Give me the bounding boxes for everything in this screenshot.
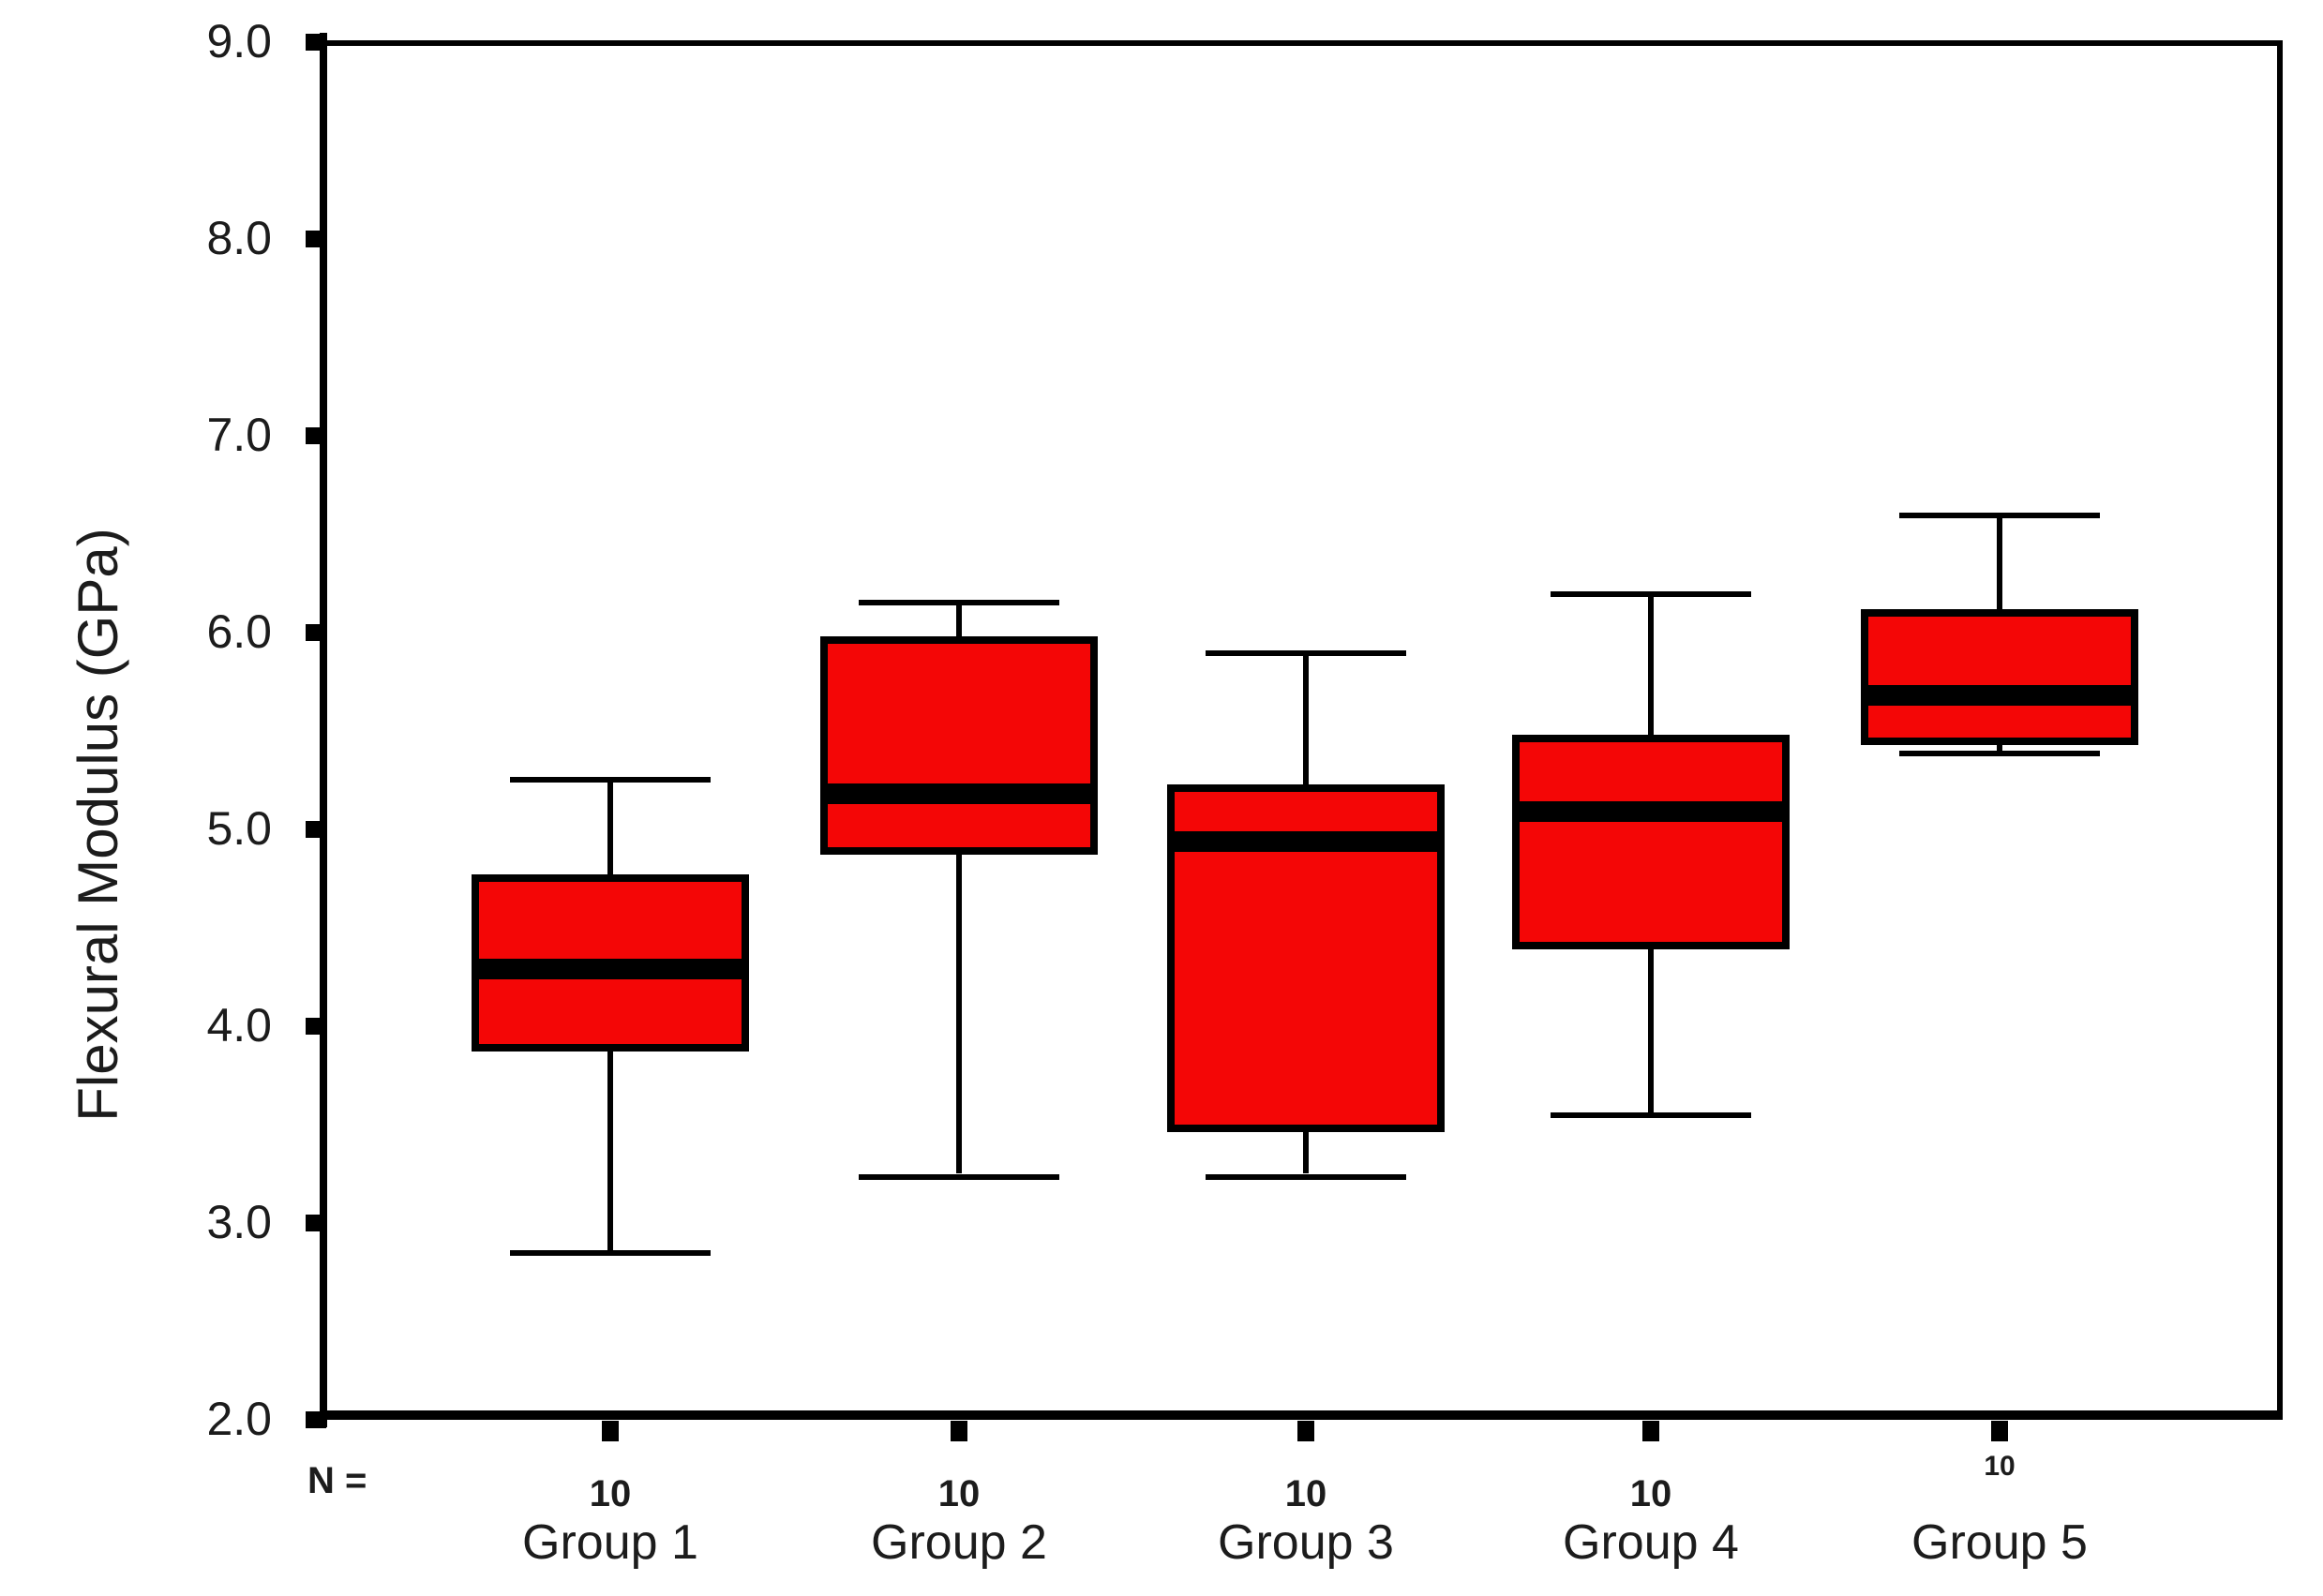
y-tick-mark [306,1411,326,1428]
x-tick-mark [1297,1421,1314,1441]
plot-right-border [2277,40,2283,1420]
lower-whisker-line [1997,744,2002,751]
upper-whisker-cap [1899,513,2100,519]
group-label: Group 1 [522,1515,698,1570]
box-group-4 [1512,735,1790,950]
upper-whisker-cap [510,776,711,783]
y-tick-label: 2.0 [206,1393,272,1445]
box-group-5 [1861,608,2138,745]
median-line [820,783,1098,805]
y-axis-line [320,33,327,1427]
lower-whisker-line [607,1052,613,1251]
y-tick-mark [306,34,326,51]
upper-whisker-line [607,782,613,875]
x-tick-mark [951,1421,967,1441]
lower-whisker-cap [1899,751,2100,756]
upper-whisker-line [1997,518,2002,609]
x-axis-line [320,1410,2283,1420]
x-tick-mark [1642,1421,1659,1441]
upper-whisker-line [1648,597,1654,736]
lower-whisker-cap [1206,1173,1406,1180]
lower-whisker-cap [1551,1112,1751,1119]
box-group-2 [820,636,1098,856]
y-tick-label: 4.0 [206,999,272,1052]
n-equals-label: N = [307,1460,367,1501]
lower-whisker-cap [510,1250,711,1257]
group-label: Group 5 [1911,1515,2088,1570]
y-tick-mark [306,1018,326,1035]
median-line [1167,830,1445,852]
group-label: Group 2 [871,1515,1047,1570]
group-label: Group 4 [1563,1515,1739,1570]
median-line [472,959,749,980]
median-line [1861,685,2138,707]
n-value: 10 [1984,1451,2016,1482]
y-tick-mark [306,427,326,444]
y-tick-label: 5.0 [206,802,272,855]
median-line [1512,801,1790,823]
upper-whisker-cap [859,599,1059,605]
y-tick-label: 7.0 [206,409,272,461]
lower-whisker-line [1303,1132,1309,1174]
y-tick-label: 6.0 [206,605,272,658]
upper-whisker-line [956,604,962,637]
x-tick-mark [1991,1421,2008,1441]
x-tick-mark [602,1421,619,1441]
y-tick-label: 8.0 [206,212,272,264]
n-value: 10 [1629,1473,1672,1514]
y-tick-label: 9.0 [206,15,272,67]
group-label: Group 3 [1218,1515,1394,1570]
upper-whisker-cap [1206,650,1406,657]
y-tick-mark [306,624,326,641]
n-value: 10 [1284,1473,1327,1514]
upper-whisker-cap [1551,591,1751,598]
y-tick-mark [306,231,326,247]
lower-whisker-cap [859,1173,1059,1180]
plot-top-border [320,40,2283,46]
n-value: 10 [589,1473,632,1514]
lower-whisker-line [1648,949,1654,1113]
lower-whisker-line [956,855,962,1174]
y-tick-label: 3.0 [206,1196,272,1248]
upper-whisker-line [1303,656,1309,784]
n-value: 10 [937,1473,981,1514]
y-tick-mark [306,821,326,838]
y-tick-mark [306,1215,326,1231]
